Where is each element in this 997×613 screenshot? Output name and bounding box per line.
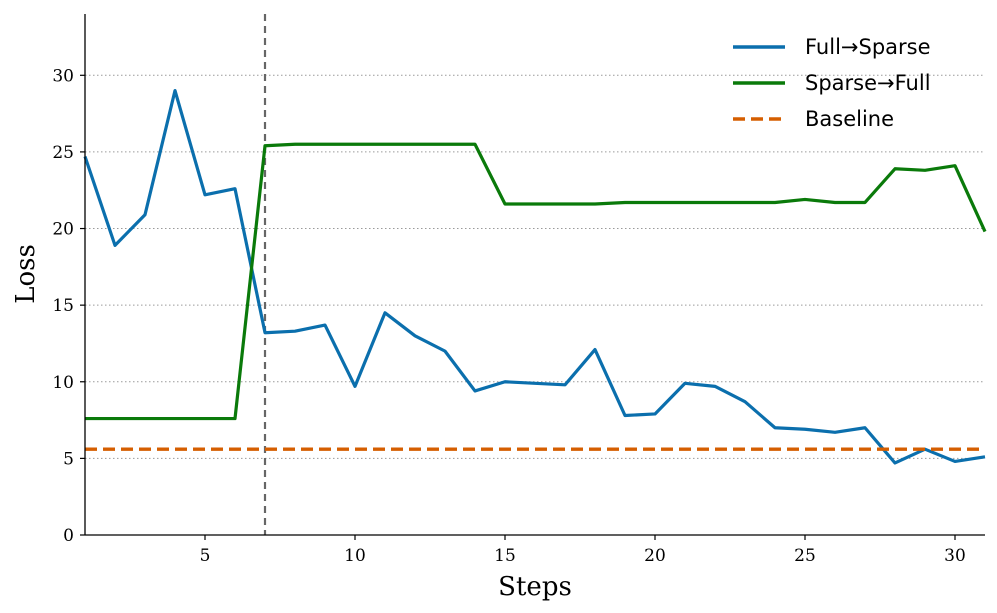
series-lines [83, 14, 987, 535]
legend-label: Sparse→Full [805, 71, 931, 95]
x-tick-label: 5 [200, 546, 211, 566]
x-axis-title: Steps [498, 572, 572, 602]
series-line-2 [85, 142, 987, 421]
x-tick-label: 15 [494, 546, 516, 566]
y-tick-label: 25 [52, 143, 74, 163]
gridlines [85, 74, 985, 459]
legend-label: Full→Sparse [805, 35, 931, 59]
x-tick-label: 10 [344, 546, 366, 566]
x-tick-label: 20 [644, 546, 666, 566]
x-tick-label: 25 [794, 546, 816, 566]
series-line-1 [83, 89, 986, 465]
y-axis-title: Loss [11, 244, 41, 304]
x-tick-label: 30 [944, 546, 966, 566]
legend: Full→Sparse Sparse→Full Baseline [733, 35, 931, 131]
legend-label: Baseline [805, 107, 894, 131]
y-tick-label: 5 [63, 449, 74, 469]
y-tick-label: 10 [52, 373, 74, 393]
y-tick-label: 20 [52, 220, 74, 240]
y-tick-label: 0 [63, 526, 74, 546]
y-tick-label: 30 [52, 66, 74, 86]
axes: 0 5 10 15 20 25 30 5 10 15 20 25 30 [52, 14, 985, 566]
y-tick-label: 15 [52, 296, 74, 316]
